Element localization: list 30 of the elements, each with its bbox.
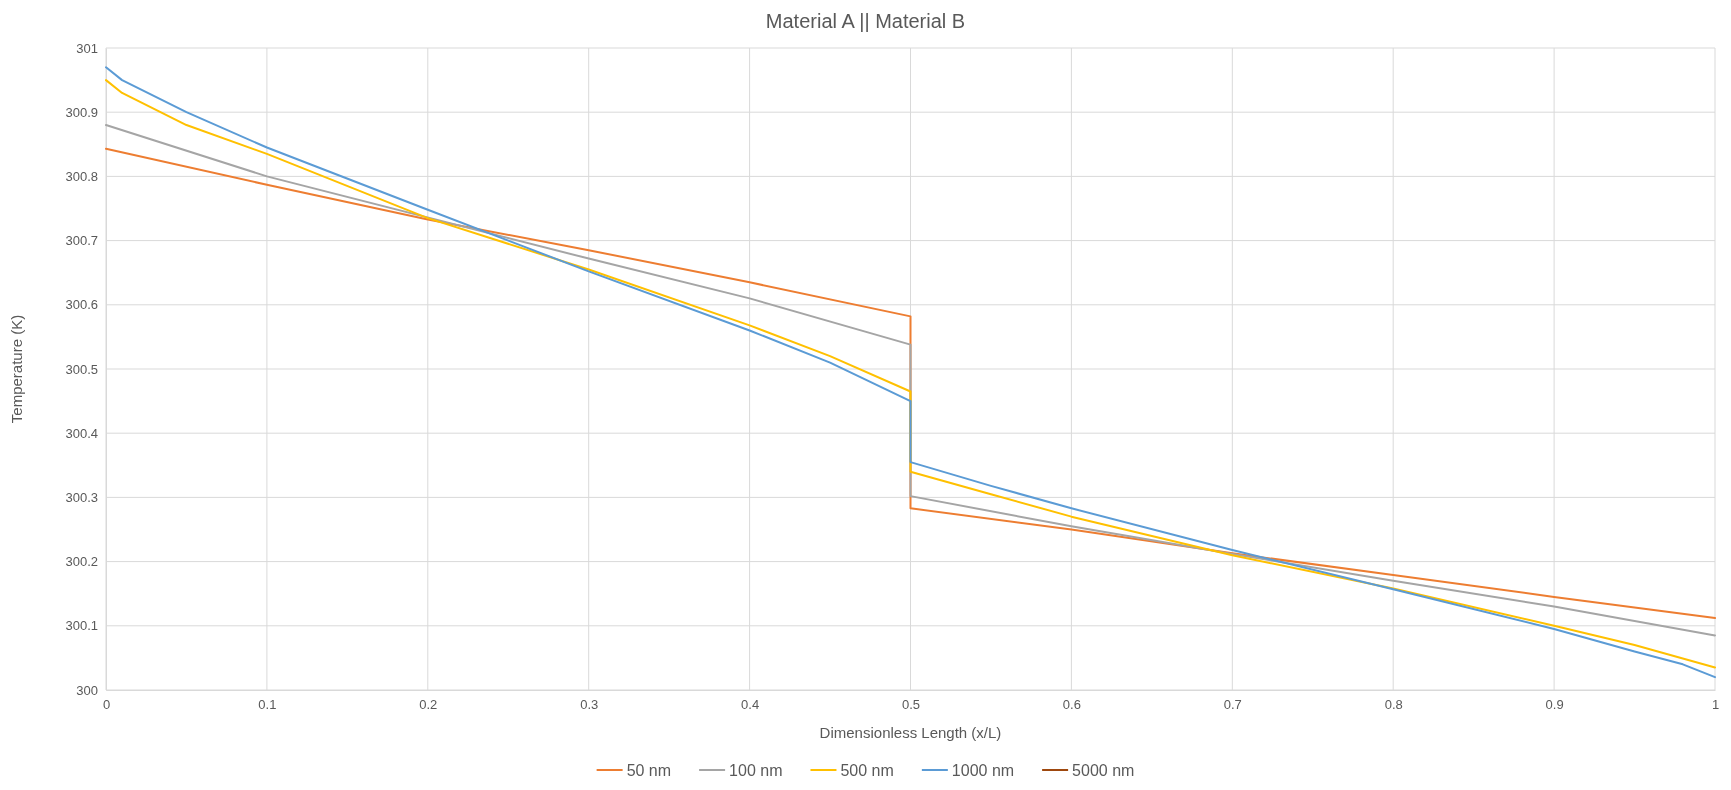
legend-label: 100 nm [729,761,783,779]
y-tick-label: 300.2 [65,554,98,570]
y-tick-label: 300.9 [65,104,98,120]
y-tick-label: 300.5 [65,361,98,377]
chart-title: Material A || Material B [765,10,966,32]
x-tick-label: 0.6 [1062,697,1081,713]
x-tick-label: 0.9 [1545,697,1564,713]
y-tick-label: 300.7 [65,233,98,249]
y-tick-label: 300.1 [65,618,98,634]
x-tick-label: 0.7 [1223,697,1242,713]
x-tick-label: 0.8 [1384,697,1403,713]
x-tick-label: 0.2 [419,697,438,713]
legend-label: 50 nm [626,761,672,779]
legend-label: 1000 nm [951,761,1015,779]
x-tick-label: 0 [102,697,111,713]
y-tick-label: 300.6 [65,297,98,313]
legend-label: 500 nm [840,761,894,779]
x-tick-label: 0.3 [580,697,599,713]
x-tick-label: 0.1 [258,697,277,713]
y-tick-label: 300.4 [65,425,98,441]
y-tick-label: 300 [76,682,98,698]
x-tick-label: 1 [1711,697,1720,713]
x-tick-label: 0.5 [901,697,921,713]
legend-label: 5000 nm [1072,761,1135,779]
y-tick-label: 301 [76,40,98,56]
x-axis-title: Dimensionless Length (x/L) [819,724,1002,741]
y-tick-label: 300.3 [65,490,98,506]
y-axis-title: Temperature (K) [8,314,25,424]
x-tick-label: 0.4 [741,697,760,713]
y-tick-label: 300.8 [65,169,98,185]
